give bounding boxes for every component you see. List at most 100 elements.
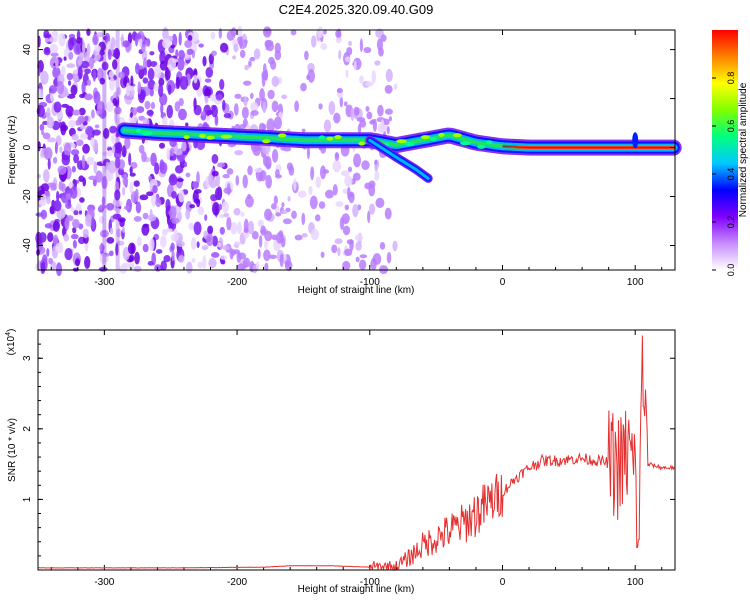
noise-speck [108, 250, 114, 257]
noise-speck [234, 149, 244, 156]
noise-speck [270, 203, 277, 210]
noise-speck [264, 262, 269, 271]
noise-speck [322, 29, 327, 35]
noise-speck [359, 254, 368, 259]
noise-speck [374, 171, 380, 181]
noise-speck [136, 236, 142, 247]
noise-speck [193, 97, 197, 110]
noise-speck [176, 240, 185, 247]
noise-speck [232, 55, 237, 60]
noise-speck [88, 175, 98, 181]
noise-speck [130, 75, 134, 87]
noise-speck [122, 40, 130, 48]
noise-speck [202, 56, 207, 67]
noise-speck [166, 104, 174, 119]
noise-speck [193, 74, 198, 84]
y-tick-label: 0 [22, 144, 33, 150]
noise-speck [106, 202, 115, 211]
noise-speck [226, 168, 234, 175]
noise-speck [114, 189, 121, 201]
noise-speck [122, 173, 128, 187]
noise-speck [72, 218, 80, 229]
noise-speck [237, 25, 243, 37]
noise-speck [109, 125, 117, 134]
noise-speck [291, 210, 297, 220]
noise-speck [118, 71, 125, 79]
noise-speck [137, 81, 142, 95]
noise-speck [365, 81, 374, 87]
noise-speck [178, 49, 185, 60]
noise-speck [72, 69, 79, 75]
noise-speck [353, 60, 357, 71]
colorbar-tick-label: 0.0 [726, 264, 736, 277]
noise-speck [78, 107, 86, 116]
noise-speck [162, 116, 168, 128]
noise-speck [49, 43, 59, 54]
noise-speck [150, 101, 156, 110]
noise-speck [127, 32, 133, 44]
noise-speck [242, 118, 248, 127]
noise-speck [92, 178, 97, 187]
noise-speck [146, 109, 154, 116]
noise-speck [341, 213, 350, 225]
noise-speck [340, 170, 350, 177]
noise-speck [263, 249, 271, 262]
noise-speck [347, 166, 353, 173]
noise-speck [191, 257, 196, 263]
noise-speck [92, 33, 99, 46]
noise-speck [46, 196, 51, 205]
noise-speck [56, 190, 60, 202]
noise-speck [91, 109, 95, 119]
noise-speck [363, 46, 372, 54]
noise-speck [364, 182, 372, 190]
noise-speck [251, 230, 259, 240]
noise-speck [115, 243, 119, 256]
noise-speck [171, 217, 180, 224]
noise-speck [353, 153, 362, 168]
noise-speck [78, 210, 83, 215]
noise-speck [335, 152, 339, 159]
noise-speck [109, 77, 115, 91]
noise-speck [70, 185, 78, 199]
noise-speck [304, 50, 309, 61]
noise-speck [208, 172, 214, 186]
ridge-highlight [486, 140, 493, 145]
noise-speck [380, 118, 385, 133]
noise-speck [223, 187, 232, 194]
x-tick-label: -200 [227, 577, 247, 588]
noise-speck [264, 239, 268, 250]
noise-speck [236, 221, 242, 235]
noise-speck [170, 44, 175, 49]
ridge-centerline [502, 145, 675, 148]
noise-speck [106, 237, 115, 244]
ridge-highlight [438, 132, 445, 137]
noise-speck [36, 105, 45, 118]
noise-speck [154, 162, 160, 175]
noise-speck [134, 32, 139, 47]
noise-speck [219, 42, 229, 53]
noise-speck [37, 141, 41, 152]
noise-speck [208, 258, 217, 269]
noise-speck [114, 156, 121, 169]
noise-speck [65, 215, 74, 222]
noise-speck [174, 148, 183, 156]
noise-speck [154, 64, 162, 79]
noise-speck [166, 147, 171, 161]
noise-speck [348, 191, 355, 204]
noise-speck [290, 29, 297, 36]
noise-speck [293, 178, 297, 191]
noise-speck [84, 93, 94, 101]
noise-speck [134, 251, 140, 265]
noise-speck [60, 65, 66, 76]
noise-speck [122, 186, 126, 196]
noise-speck [168, 174, 178, 186]
noise-speck [133, 265, 142, 272]
y-tick-label: 20 [22, 93, 33, 105]
ridge-highlight [198, 133, 207, 138]
noise-speck [44, 37, 50, 43]
noise-speck [137, 32, 142, 40]
noise-speck [310, 166, 315, 181]
noise-speck [379, 241, 386, 250]
noise-speck [61, 154, 71, 166]
noise-speck [207, 225, 214, 235]
